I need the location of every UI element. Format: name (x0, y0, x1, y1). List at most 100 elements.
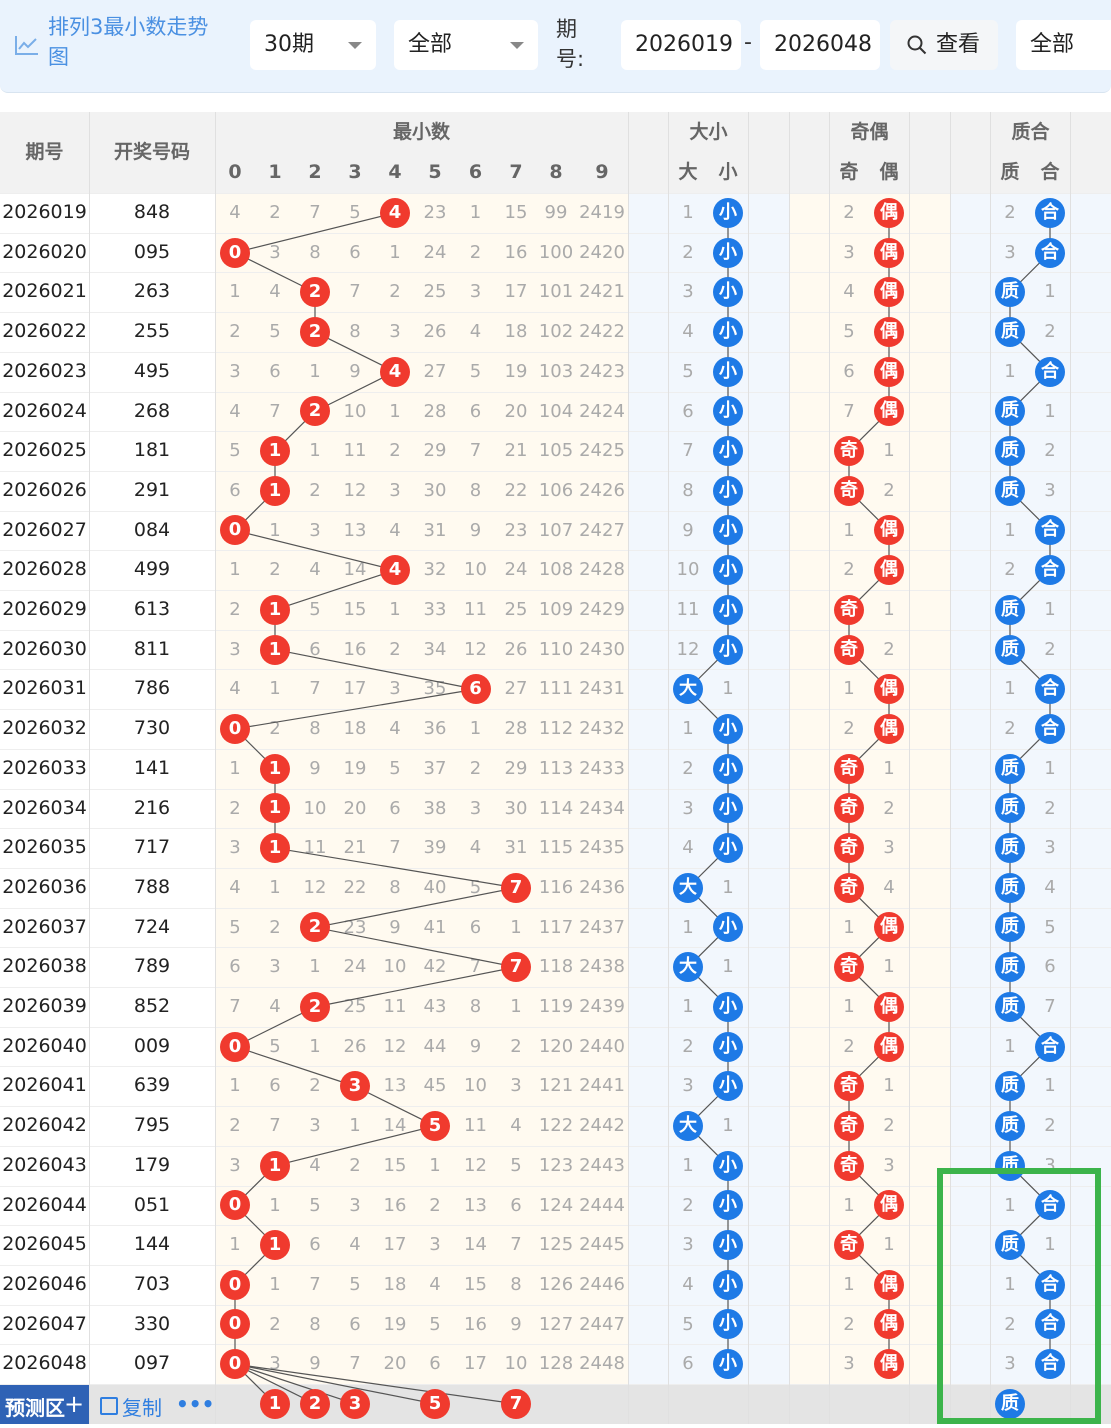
miss-count: 41 (423, 916, 447, 938)
miss-count: 5 (229, 440, 241, 462)
miss-count: 101 (538, 281, 574, 303)
miss-count: 29 (504, 757, 528, 779)
column-divider (215, 112, 216, 1424)
prediction-row (0, 1384, 1111, 1424)
miss-count: 1 (1044, 599, 1056, 620)
miss-count: 8 (309, 241, 321, 263)
miss-count: 23 (343, 916, 367, 938)
miss-count: 3 (843, 241, 855, 263)
miss-count: 2442 (579, 1115, 625, 1137)
draw-cell: 330 (133, 1312, 171, 1335)
column-divider (628, 112, 629, 1424)
miss-count: 3 (229, 360, 241, 382)
miss-count: 5 (229, 916, 241, 938)
prediction-ball[interactable]: 5 (420, 1388, 450, 1419)
miss-count: 2439 (579, 996, 625, 1017)
miss-count: 17 (383, 1234, 407, 1256)
miss-count: 1 (883, 1234, 895, 1256)
copy-button[interactable]: 复制 (100, 1392, 162, 1421)
miss-count: 1 (229, 559, 241, 581)
draw-cell: 613 (133, 598, 171, 620)
miss-count: 8 (309, 1313, 321, 1335)
miss-count: 4 (429, 1273, 441, 1295)
prediction-area-button[interactable]: 预测区 + (0, 1384, 89, 1424)
size-ball: 小 (713, 1349, 743, 1380)
miss-count: 1 (843, 1273, 855, 1295)
miss-count: 37 (423, 757, 447, 779)
miss-count: 6 (469, 916, 482, 938)
miss-count: 2432 (579, 718, 625, 740)
column-divider (950, 112, 951, 1424)
line-chart-icon (15, 36, 38, 55)
miss-count: 6 (510, 1194, 522, 1216)
miss-count: 19 (504, 360, 528, 382)
miss-count: 2 (389, 638, 401, 660)
miss-count: 2426 (579, 479, 625, 501)
miss-count: 2447 (579, 1313, 625, 1335)
issue-to-input[interactable]: 2026048 (760, 20, 880, 70)
prime-ball: 质 (995, 991, 1025, 1022)
miss-count: 31 (423, 519, 447, 541)
miss-count: 2 (843, 559, 855, 581)
row-divider (0, 1225, 1111, 1227)
draw-cell: 789 (133, 955, 171, 978)
miss-count: 4 (389, 718, 401, 740)
period-select[interactable]: 30期 (250, 20, 376, 70)
issue-range-dash: - (744, 30, 752, 55)
size-ball: 小 (713, 555, 743, 586)
miss-count: 2438 (579, 956, 625, 978)
row-divider (0, 431, 1111, 433)
miss-count: 99 (544, 202, 568, 223)
prime-ball: 质 (995, 436, 1025, 467)
range-select[interactable]: 全部 (394, 20, 538, 70)
miss-count: 1 (269, 1273, 281, 1295)
miss-count: 5 (429, 1313, 441, 1335)
miss-count: 1 (883, 956, 895, 978)
miss-count: 2441 (579, 1075, 625, 1097)
parity-ball: 奇 (834, 872, 864, 903)
row-divider (0, 232, 1111, 234)
issue-from-input[interactable]: 2026019 (621, 20, 741, 70)
miss-count: 2 (1044, 321, 1056, 343)
parity-ball: 偶 (874, 1269, 904, 1300)
column-band (628, 193, 668, 1424)
prediction-ball[interactable]: 3 (340, 1388, 370, 1419)
miss-count: 1 (722, 876, 734, 898)
row-divider (0, 1026, 1111, 1028)
miss-count: 26 (504, 638, 528, 660)
miss-count: 122 (538, 1115, 574, 1137)
issue-cell: 2026022 (2, 320, 87, 343)
issue-cell: 2026039 (2, 995, 87, 1017)
filter-select[interactable]: 全部 (1016, 20, 1111, 70)
copy-label: 复制 (122, 1396, 162, 1420)
issue-cell: 2026026 (2, 478, 87, 501)
draw-cell: 703 (133, 1272, 171, 1295)
draw-cell: 811 (133, 637, 171, 660)
size-ball: 小 (713, 713, 743, 744)
miss-count: 1 (309, 1035, 321, 1057)
miss-count: 1 (1044, 400, 1056, 422)
miss-count: 28 (423, 400, 447, 422)
parity-ball: 偶 (874, 991, 904, 1022)
miss-count: 3 (682, 1234, 694, 1256)
miss-count: 2422 (579, 321, 625, 343)
prediction-ball[interactable]: 2 (300, 1388, 330, 1419)
miss-count: 2430 (579, 638, 625, 660)
prediction-ball[interactable]: 7 (501, 1388, 531, 1419)
miss-count: 1 (309, 360, 321, 382)
query-button[interactable]: 查看 (890, 20, 998, 70)
more-button[interactable]: ••• (176, 1392, 215, 1416)
miss-count: 121 (538, 1075, 574, 1097)
miss-count: 7 (309, 202, 321, 223)
size-ball: 小 (713, 991, 743, 1022)
miss-count: 34 (423, 638, 447, 660)
prediction-ball[interactable]: 1 (260, 1388, 290, 1419)
miss-count: 5 (349, 202, 361, 223)
miss-count: 3 (309, 519, 321, 541)
miss-count: 9 (309, 757, 321, 779)
miss-count: 3 (309, 1115, 321, 1137)
prediction-prime-ball[interactable]: 质 (995, 1388, 1025, 1419)
miss-count: 4 (309, 559, 321, 581)
min-ball: 7 (501, 872, 531, 903)
size-ball: 小 (713, 634, 743, 665)
